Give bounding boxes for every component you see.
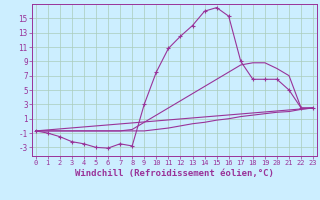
X-axis label: Windchill (Refroidissement éolien,°C): Windchill (Refroidissement éolien,°C) <box>75 169 274 178</box>
